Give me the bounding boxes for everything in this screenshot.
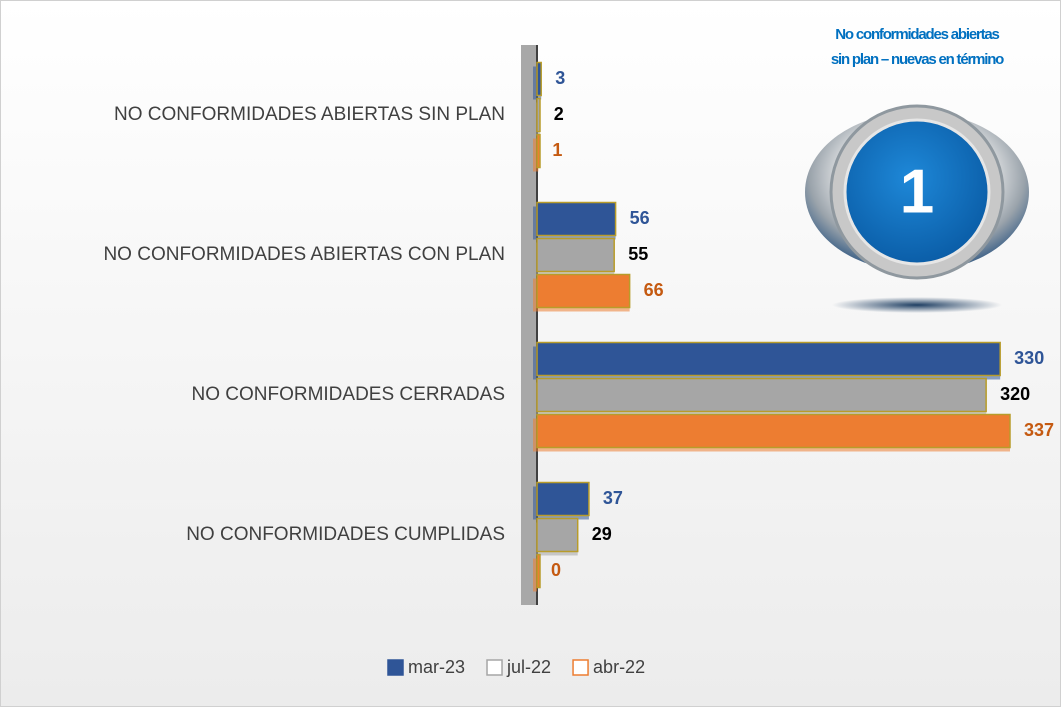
value-label: 56 (630, 208, 650, 228)
badge-shadow (832, 297, 1002, 313)
value-label: 55 (628, 244, 648, 264)
value-label: 330 (1014, 348, 1044, 368)
value-label: 337 (1024, 420, 1054, 440)
legend-label: abr-22 (593, 657, 645, 677)
bar (537, 555, 540, 588)
bar (537, 203, 616, 236)
legend-swatch (573, 660, 588, 675)
value-label: 2 (554, 104, 564, 124)
badge-value: 1 (900, 157, 934, 226)
bar (537, 483, 589, 516)
value-label: 3 (555, 68, 565, 88)
legend-label: jul-22 (506, 657, 551, 677)
bar (537, 379, 986, 412)
bar (537, 415, 1010, 448)
value-label: 1 (552, 140, 562, 160)
bar (537, 275, 630, 308)
value-label: 29 (592, 524, 612, 544)
badge-title: No conformidades abiertas (835, 26, 999, 43)
legend-swatch (388, 660, 403, 675)
legend-label: mar-23 (408, 657, 465, 677)
value-label: 0 (551, 560, 561, 580)
value-label: 66 (644, 280, 664, 300)
badge-title: sin plan – nuevas en término (831, 51, 1004, 68)
category-label: NO CONFORMIDADES ABIERTAS CON PLAN (103, 244, 505, 265)
bar (537, 99, 540, 132)
legend-swatch (487, 660, 502, 675)
value-label: 320 (1000, 384, 1030, 404)
bar (537, 343, 1000, 376)
bar (537, 135, 540, 168)
value-label: 37 (603, 488, 623, 508)
chart: 1 No conformidades abiertas sin plan – n… (0, 0, 1061, 707)
bar (537, 239, 614, 272)
bar (537, 63, 541, 96)
category-label: NO CONFORMIDADES CUMPLIDAS (186, 524, 505, 545)
category-label: NO CONFORMIDADES CERRADAS (191, 384, 505, 405)
bar (537, 519, 578, 552)
category-label: NO CONFORMIDADES ABIERTAS SIN PLAN (114, 104, 505, 125)
